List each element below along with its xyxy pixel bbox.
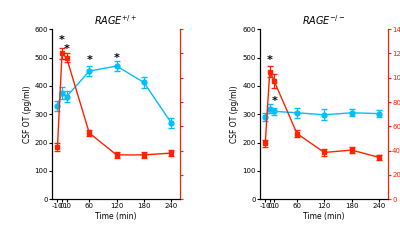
Text: *: * <box>267 54 273 65</box>
Text: *: * <box>64 43 70 54</box>
Text: *: * <box>114 52 120 62</box>
X-axis label: Time (min): Time (min) <box>95 212 137 221</box>
Text: *: * <box>86 55 92 65</box>
Title: RAGE$^{+/+}$: RAGE$^{+/+}$ <box>94 13 138 27</box>
Text: *: * <box>271 96 277 106</box>
Text: *: * <box>59 35 65 45</box>
X-axis label: Time (min): Time (min) <box>303 212 345 221</box>
Title: RAGE$^{-/-}$: RAGE$^{-/-}$ <box>302 13 346 27</box>
Y-axis label: CSF OT (pg/ml): CSF OT (pg/ml) <box>22 85 32 143</box>
Y-axis label: CSF OT (pg/ml): CSF OT (pg/ml) <box>230 85 239 143</box>
